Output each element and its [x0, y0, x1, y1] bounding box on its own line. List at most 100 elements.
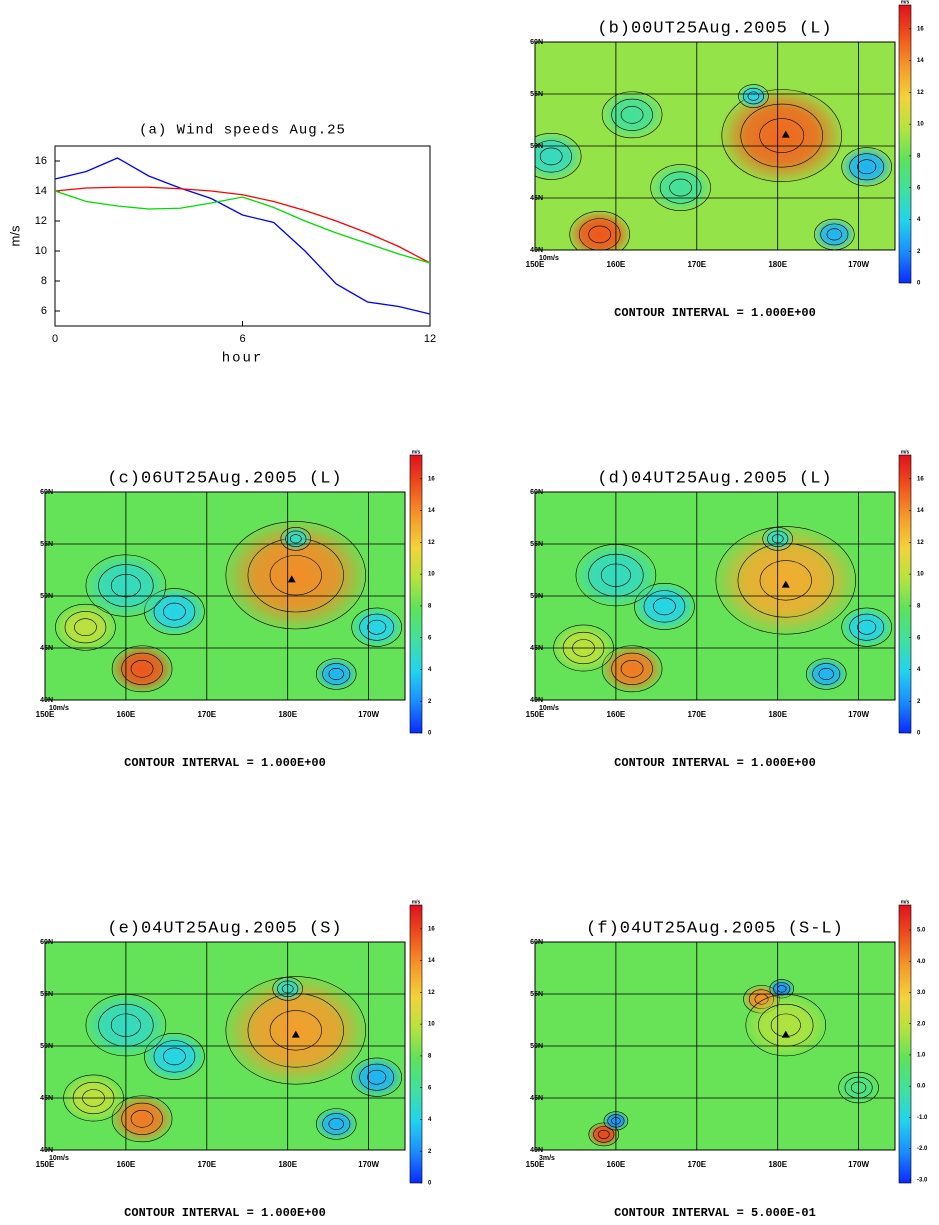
colorbar-tick-label: 5.0 [917, 928, 926, 934]
field-feature [315, 1107, 358, 1141]
y-tick-label: 45N [530, 645, 543, 652]
y-axis-label: m/s [7, 225, 22, 246]
map-frame [44, 491, 406, 701]
contour-line [611, 98, 653, 131]
map-title: (d)04UT25Aug.2005 (L) [597, 469, 832, 488]
field-feature [222, 518, 370, 632]
x-tick-label: 150E [526, 260, 545, 269]
field-feature [568, 210, 632, 250]
contour-line [715, 526, 857, 635]
x-tick-label: 150E [36, 1160, 55, 1169]
x-tick-label: 180E [768, 260, 787, 269]
contour-line [328, 1118, 344, 1130]
colorbar-tick-label: -2.0 [917, 1146, 928, 1152]
contour-line [289, 534, 302, 544]
contour-interval: CONTOUR INTERVAL = 1.000E+00 [124, 756, 326, 770]
contour-line [653, 597, 676, 616]
contour-line [359, 1063, 395, 1091]
contour-line [144, 1033, 205, 1080]
field-feature [649, 163, 713, 212]
vector-label: 10m/s [49, 1155, 69, 1162]
field-feature [110, 644, 174, 694]
contour-line [163, 1047, 186, 1066]
x-axis-label: hour [222, 351, 264, 367]
colorbar-tick-label: 16 [917, 476, 924, 482]
y-tick-label: 55N [40, 991, 53, 998]
field-feature [350, 606, 403, 648]
y-tick-label: 45N [530, 195, 543, 202]
map-frame [534, 41, 896, 251]
y-tick-label: 55N [530, 541, 543, 548]
contour-line [759, 560, 812, 601]
colorbar-tick-label: 0 [917, 281, 921, 287]
vector-label: 3m/s [539, 1155, 555, 1162]
colorbar-tick-label: 12 [917, 540, 924, 546]
contour-line [588, 225, 612, 244]
map-title: (b)00UT25Aug.2005 (L) [597, 19, 832, 38]
contour-line [740, 103, 824, 168]
colorbar-tick-label: 6 [917, 635, 921, 641]
colorbar-tick-label: 10 [428, 1022, 435, 1028]
colorbar-tick-label: 4.0 [917, 959, 926, 965]
colorbar-tick-label: 6 [428, 635, 432, 641]
colorbar-tick-label: 6 [428, 1085, 432, 1091]
storm-marker [781, 580, 790, 588]
x-tick-label: 170E [197, 1160, 216, 1169]
y-tick-label: 55N [530, 991, 543, 998]
map-frame [534, 491, 896, 701]
contour-line [857, 159, 877, 175]
contour-interval: CONTOUR INTERVAL = 1.000E+00 [614, 756, 816, 770]
colorbar-label: m/s [901, 899, 910, 905]
colorbar [898, 904, 912, 1184]
contour-line [130, 660, 154, 678]
colorbar-label: m/s [901, 449, 910, 455]
colorbar-tick-label: -3.0 [917, 1177, 928, 1183]
storm-marker [287, 575, 296, 583]
contour-line [669, 178, 692, 197]
contour-line [285, 530, 307, 547]
contour-line [121, 652, 163, 685]
storm-marker [781, 130, 790, 138]
colorbar [409, 904, 423, 1184]
x-tick-label: 0 [52, 333, 58, 345]
y-tick-label: 55N [40, 541, 53, 548]
contour-line [597, 1129, 610, 1139]
colorbar-tick-label: 12 [917, 90, 924, 96]
field-feature [840, 606, 893, 648]
map-frame [534, 941, 896, 1151]
contour-line [601, 91, 663, 139]
colorbar-tick-label: 10 [917, 122, 924, 128]
contour-line [121, 1102, 163, 1135]
colorbar-tick-label: 8 [917, 153, 921, 159]
contour-line [225, 976, 367, 1085]
y-tick-label: 50N [530, 143, 543, 150]
x-tick-label: 170W [358, 710, 379, 719]
contour-line [130, 1110, 154, 1128]
contour-line [351, 1057, 402, 1097]
map-field [535, 942, 895, 1150]
contour-line [111, 1095, 173, 1143]
contour-line [841, 607, 892, 647]
contour-line [163, 602, 186, 621]
x-tick-label: 170W [848, 710, 869, 719]
field-feature [813, 218, 856, 250]
field-feature [350, 1056, 403, 1098]
colorbar-tick-label: 12 [428, 990, 435, 996]
contour-line [721, 89, 842, 183]
contour-interval: CONTOUR INTERVAL = 5.000E-01 [614, 1206, 816, 1220]
map-field [45, 942, 405, 1150]
x-tick-label: 170E [687, 1160, 706, 1169]
vector-label: 10m/s [49, 705, 69, 712]
field-feature [737, 83, 770, 109]
contour-line [269, 555, 322, 596]
storm-marker [781, 1030, 790, 1038]
map-frame [44, 941, 406, 1151]
map-title: (c)06UT25Aug.2005 (L) [107, 469, 342, 488]
contour-line [315, 1108, 357, 1140]
colorbar-tick-label: 14 [917, 58, 924, 64]
contour-line [359, 613, 395, 641]
contour-line [611, 652, 653, 685]
colorbar-label: m/s [412, 449, 421, 455]
contour-line [280, 526, 312, 551]
